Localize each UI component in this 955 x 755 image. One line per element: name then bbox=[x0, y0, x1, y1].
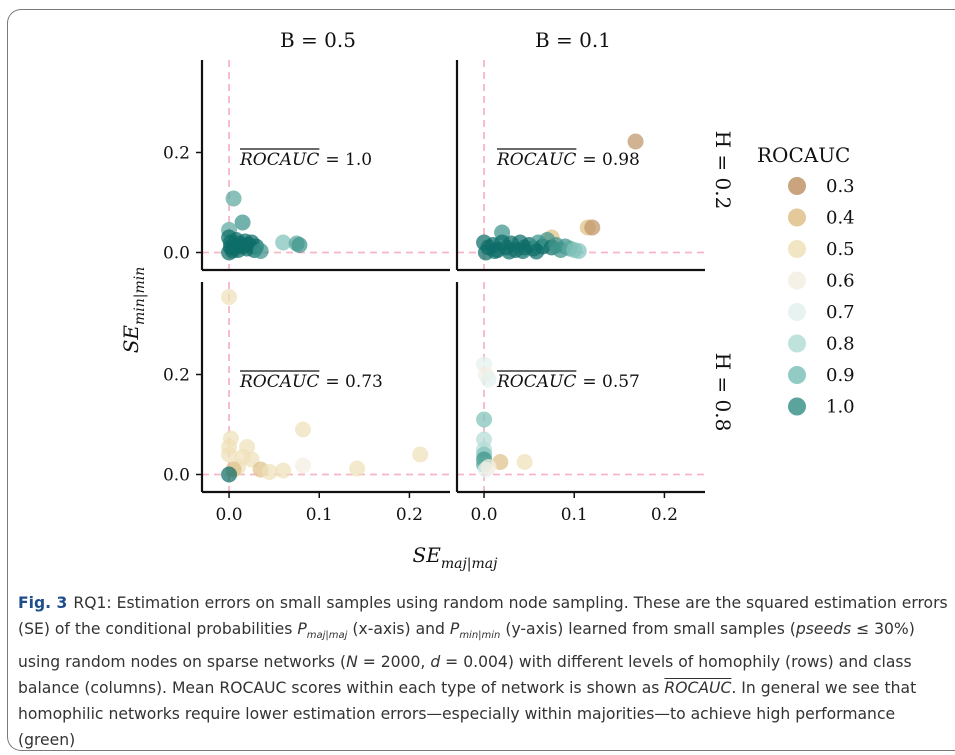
data-point bbox=[234, 214, 251, 231]
panel-0-0: ROCAUC = 1.0 bbox=[200, 60, 450, 272]
mean-rocauc-value: = 1.0 bbox=[325, 150, 372, 170]
x-axis-label-subscript: maj|maj bbox=[441, 556, 498, 572]
panel-0-1: ROCAUC = 0.98 bbox=[455, 60, 705, 272]
data-point bbox=[528, 243, 545, 260]
legend-marker bbox=[788, 303, 806, 321]
y-tick-label: 0.0 bbox=[163, 466, 190, 486]
y-axis-label-main: SE bbox=[119, 325, 143, 354]
data-point bbox=[514, 243, 531, 259]
legend-label: 0.7 bbox=[826, 302, 855, 323]
legend-marker bbox=[788, 177, 806, 195]
data-point bbox=[261, 464, 278, 480]
caption-text-2: (x-axis) and bbox=[347, 620, 450, 638]
mean-rocauc-value: = 0.57 bbox=[582, 372, 640, 392]
mean-rocauc-value: = 0.98 bbox=[582, 150, 640, 170]
caption-p2-sub: min|min bbox=[459, 630, 501, 642]
mean-rocauc-value: = 0.73 bbox=[325, 372, 383, 392]
x-axis-label: SEmaj|maj bbox=[413, 543, 499, 572]
data-point bbox=[225, 190, 242, 207]
legend-label: 0.6 bbox=[826, 271, 855, 292]
caption-p1: P bbox=[297, 620, 307, 638]
panel-1-1: ROCAUC = 0.57 bbox=[455, 282, 705, 494]
data-point bbox=[501, 243, 518, 260]
legend-label: 1.0 bbox=[826, 397, 855, 418]
legend-label: 0.4 bbox=[826, 208, 855, 229]
column-title: B = 0.5 bbox=[280, 28, 356, 52]
data-point bbox=[295, 421, 312, 438]
data-point bbox=[291, 237, 308, 253]
caption-n: N bbox=[346, 653, 358, 672]
data-point bbox=[252, 243, 269, 259]
legend-marker bbox=[788, 208, 806, 227]
x-axis-label-main: SE bbox=[413, 543, 442, 567]
x-tick-label: 0.1 bbox=[306, 505, 333, 525]
data-point bbox=[275, 234, 292, 251]
data-point bbox=[295, 457, 312, 474]
figure-caption: Fig. 3 RQ1: Estimation errors on small sa… bbox=[18, 590, 948, 753]
caption-p1-sub: maj|maj bbox=[306, 630, 348, 642]
figure-frame bbox=[7, 9, 955, 751]
caption-text-7: . In general we see that homophilic netw… bbox=[18, 679, 917, 750]
y-axis-label-subscript: min|min bbox=[132, 267, 148, 325]
mean-rocauc-symbol: ROCAUC bbox=[239, 150, 319, 170]
data-point bbox=[412, 446, 429, 463]
legend-label: 0.8 bbox=[826, 334, 855, 355]
row-title: H = 0.8 bbox=[711, 353, 735, 432]
y-tick-label: 0.0 bbox=[163, 244, 190, 264]
mean-rocauc-symbol: ROCAUC bbox=[496, 150, 576, 170]
y-tick-label: 0.2 bbox=[163, 366, 190, 386]
x-tick-label: 0.0 bbox=[471, 505, 498, 525]
caption-text-4: ≤ 30%) using random nodes on sparse netw… bbox=[18, 620, 915, 672]
caption-text-5: = 2000, bbox=[357, 653, 431, 672]
x-tick-label: 0.2 bbox=[396, 505, 423, 525]
data-point bbox=[486, 243, 503, 259]
legend-marker bbox=[788, 366, 806, 384]
caption-overline-rocauc: ROCAUC bbox=[664, 679, 732, 698]
legend-marker bbox=[788, 334, 806, 353]
data-point bbox=[222, 239, 239, 256]
legend-title: ROCAUC bbox=[757, 143, 850, 167]
legend-marker bbox=[788, 240, 806, 258]
caption-p2: P bbox=[449, 620, 460, 638]
legend-marker bbox=[788, 397, 806, 416]
caption-d: d bbox=[430, 653, 441, 672]
caption-text-6: = 0.004) with different levels of homoph… bbox=[18, 653, 912, 698]
legend-marker bbox=[788, 271, 806, 290]
caption-pseeds: pseeds bbox=[795, 620, 852, 638]
data-point bbox=[476, 411, 493, 428]
caption-text-1: RQ1: Estimation errors on small samples … bbox=[18, 594, 948, 638]
data-point bbox=[221, 446, 238, 463]
data-point bbox=[221, 289, 238, 305]
y-axis-label: SEmin|min bbox=[119, 267, 148, 354]
data-point bbox=[275, 462, 292, 479]
mean-rocauc-symbol: ROCAUC bbox=[239, 372, 319, 392]
column-title: B = 0.1 bbox=[535, 28, 611, 52]
x-tick-label: 0.1 bbox=[561, 505, 588, 525]
legend-label: 0.5 bbox=[826, 239, 855, 260]
legend-label: 0.9 bbox=[826, 365, 855, 386]
data-point bbox=[349, 460, 366, 477]
data-point bbox=[480, 459, 497, 475]
data-point bbox=[570, 243, 587, 259]
data-point bbox=[480, 371, 497, 388]
figure-label: Fig. 3 bbox=[18, 594, 68, 612]
data-point bbox=[627, 133, 644, 150]
caption-text-3: (y-axis) learned from small samples ( bbox=[500, 620, 796, 638]
data-point bbox=[221, 466, 238, 483]
data-point bbox=[584, 219, 601, 236]
row-title: H = 0.2 bbox=[711, 131, 735, 210]
panel-1-0: ROCAUC = 0.73 bbox=[200, 282, 450, 494]
legend-label: 0.3 bbox=[826, 176, 855, 197]
x-tick-label: 0.0 bbox=[216, 505, 243, 525]
x-tick-label: 0.2 bbox=[651, 505, 678, 525]
data-point bbox=[516, 454, 533, 470]
y-tick-label: 0.2 bbox=[163, 144, 190, 164]
mean-rocauc-symbol: ROCAUC bbox=[496, 372, 576, 392]
